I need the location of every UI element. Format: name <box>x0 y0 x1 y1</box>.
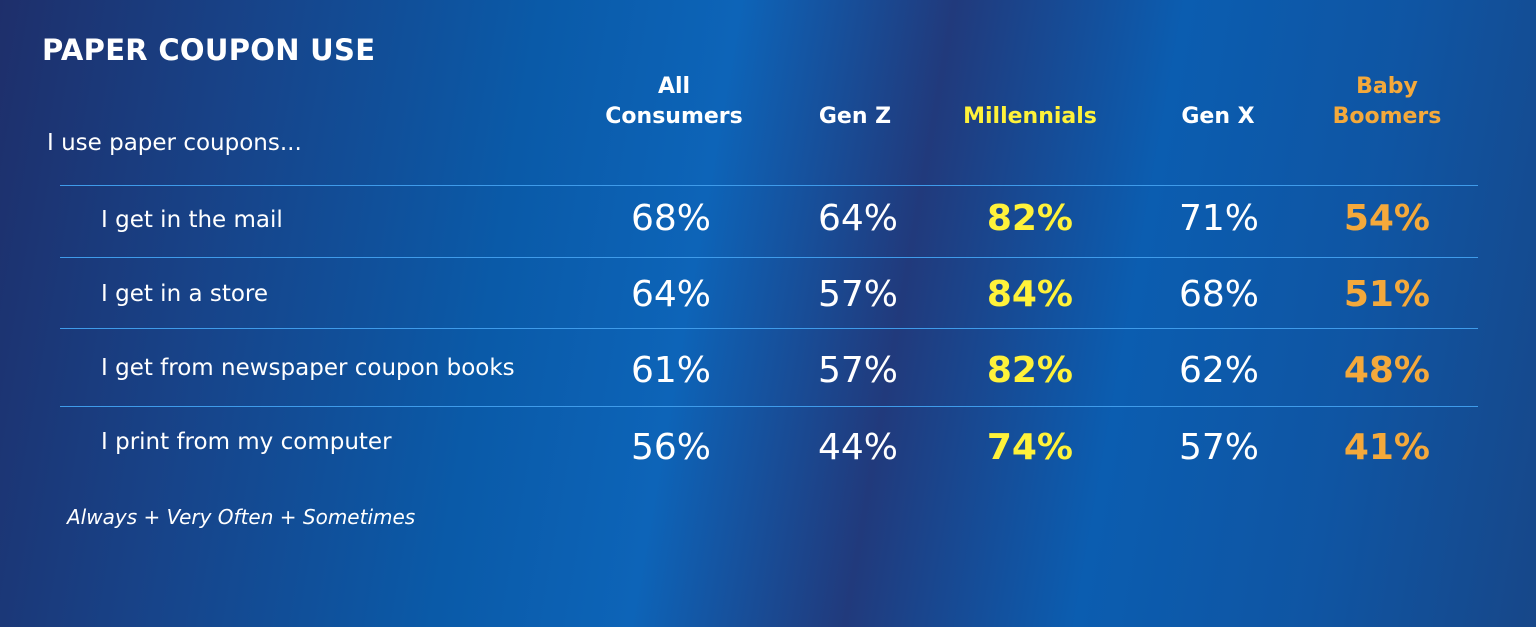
value-cell-all-consumers: 64% <box>630 274 711 315</box>
value-cell-gen-x: 68% <box>1178 274 1259 315</box>
column-header-baby-boomers: Baby Boomers <box>1332 74 1442 129</box>
value-cell-all-consumers: 68% <box>630 198 711 239</box>
row-header-label: I use paper coupons... <box>47 130 302 156</box>
row-label: I print from my computer <box>101 429 392 455</box>
footnote: Always + Very Often + Sometimes <box>67 505 416 529</box>
value-cell-millennials: 82% <box>986 350 1073 391</box>
value-cell-millennials: 82% <box>986 198 1073 239</box>
row-divider <box>60 406 1478 407</box>
column-header-gen-z: Gen Z <box>818 104 892 129</box>
value-cell-gen-x: 57% <box>1178 427 1259 468</box>
value-cell-baby-boomers: 54% <box>1343 198 1430 239</box>
value-cell-millennials: 84% <box>986 274 1073 315</box>
value-cell-gen-x: 62% <box>1178 350 1259 391</box>
column-header-millennials: Millennials <box>963 104 1097 129</box>
column-header-gen-x: Gen X <box>1181 104 1255 129</box>
value-cell-baby-boomers: 41% <box>1343 427 1430 468</box>
row-divider <box>60 328 1478 329</box>
value-cell-millennials: 74% <box>986 427 1073 468</box>
value-cell-gen-z: 57% <box>817 350 898 391</box>
value-cell-gen-z: 44% <box>817 427 898 468</box>
row-label: I get in the mail <box>101 207 283 233</box>
value-cell-gen-z: 57% <box>817 274 898 315</box>
chart-title: PAPER COUPON USE <box>42 33 376 67</box>
row-divider <box>60 257 1478 258</box>
value-cell-baby-boomers: 48% <box>1343 350 1430 391</box>
value-cell-baby-boomers: 51% <box>1343 274 1430 315</box>
value-cell-all-consumers: 56% <box>630 427 711 468</box>
row-label: I get from newspaper coupon books <box>101 355 515 381</box>
value-cell-gen-z: 64% <box>817 198 898 239</box>
row-divider <box>60 185 1478 186</box>
value-cell-gen-x: 71% <box>1178 198 1259 239</box>
row-label: I get in a store <box>101 281 269 307</box>
value-cell-all-consumers: 61% <box>630 350 711 391</box>
column-header-all-consumers: All Consumers <box>605 74 743 129</box>
